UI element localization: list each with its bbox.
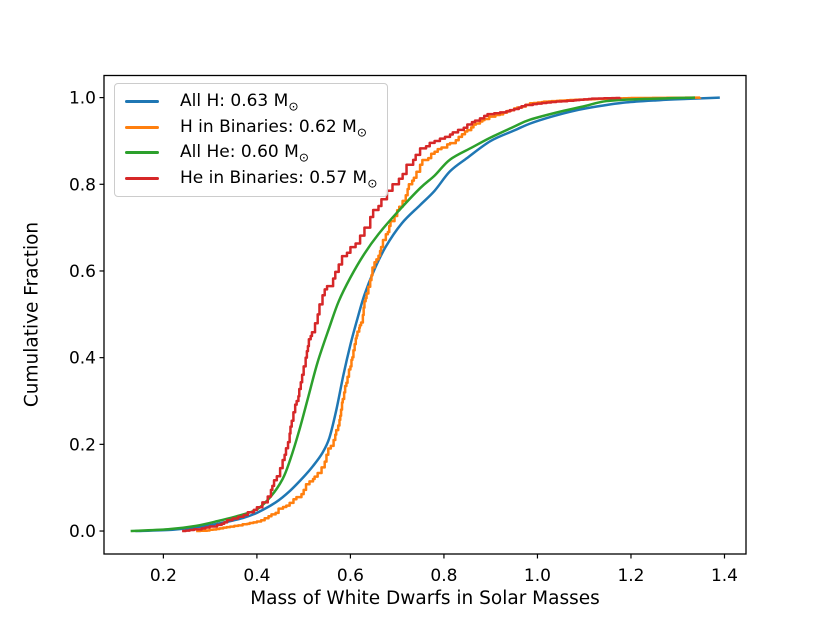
legend-item-all-h: All H: 0.63 M⊙ xyxy=(125,91,377,114)
y-tick-label: 0.2 xyxy=(69,435,96,455)
x-tick-label: 0.4 xyxy=(243,566,270,586)
legend-line-swatch xyxy=(125,100,159,104)
series-line-all-h xyxy=(135,96,720,533)
y-tick-label: 1.0 xyxy=(69,89,96,109)
x-axis-label: Mass of White Dwarfs in Solar Masses xyxy=(250,588,600,609)
legend-item-all-he: All He: 0.60 M⊙ xyxy=(125,142,377,165)
plot-frame xyxy=(103,74,747,555)
legend: All H: 0.63 M⊙ H in Binaries: 0.62 M⊙ All … xyxy=(114,83,388,197)
y-tick-label: 0.4 xyxy=(69,349,96,369)
solar-mass-symbol: ⊙ xyxy=(288,99,299,114)
y-tick-label: 0.0 xyxy=(69,522,96,542)
y-axis-label: Cumulative Fraction xyxy=(21,221,43,408)
x-tick-label: 1.2 xyxy=(617,566,644,586)
x-tick-label: 1.0 xyxy=(524,566,551,586)
x-tick-label: 1.4 xyxy=(711,566,738,586)
legend-label: H in Binaries: 0.62 M⊙ xyxy=(180,116,368,140)
legend-line-swatch xyxy=(125,151,159,155)
legend-line-swatch xyxy=(125,176,159,180)
solar-mass-symbol: ⊙ xyxy=(298,150,310,165)
x-tick-label: 0.2 xyxy=(150,566,177,586)
solar-mass-symbol: ⊙ xyxy=(367,176,378,191)
tick-labels: 0.2 0.4 0.6 0.8 1.0 1.2 1.4 0.0 0.2 0.4 0.6 0.8 1.0 xyxy=(69,89,738,586)
x-tick-label: 0.8 xyxy=(430,566,457,586)
series-line-he-in-binaries xyxy=(182,96,622,533)
y-tick-label: 0.6 xyxy=(69,262,96,282)
y-tick-label: 0.8 xyxy=(69,175,96,195)
legend-label: He in Binaries: 0.57 M⊙ xyxy=(180,167,378,191)
x-tick-label: 0.6 xyxy=(337,566,364,586)
axis-ticks xyxy=(99,97,726,559)
legend-item-h-in-binaries: H in Binaries: 0.62 M⊙ xyxy=(125,116,377,140)
legend-label: All He: 0.60 M⊙ xyxy=(180,142,310,165)
solar-mass-symbol: ⊙ xyxy=(356,125,368,140)
legend-line-swatch xyxy=(125,125,159,129)
legend-item-he-in-binaries: He in Binaries: 0.57 M⊙ xyxy=(125,167,378,191)
legend-label: All H: 0.63 M⊙ xyxy=(180,91,299,114)
